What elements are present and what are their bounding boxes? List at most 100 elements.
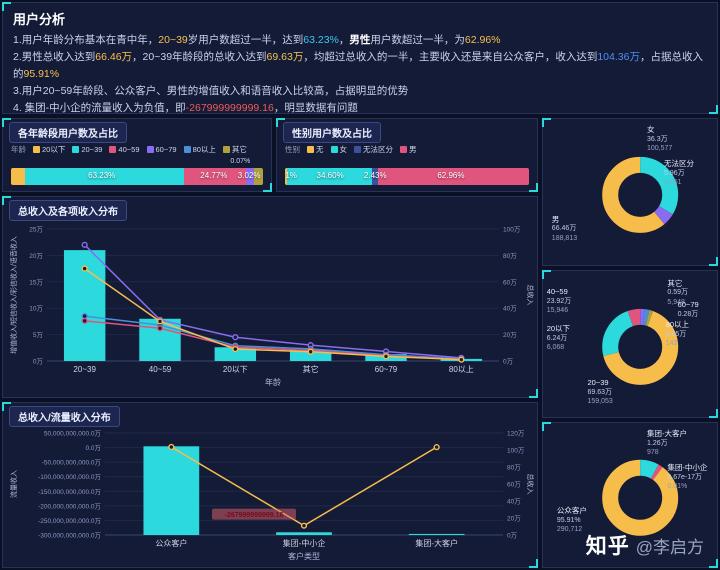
data-point[interactable] — [232, 334, 239, 341]
bar[interactable] — [214, 347, 257, 361]
svg-text:10万: 10万 — [29, 305, 43, 313]
line-series[interactable] — [170, 446, 438, 527]
data-point[interactable] — [156, 318, 164, 325]
donut-slice-集团-大客户[interactable] — [602, 459, 679, 536]
bar[interactable] — [408, 533, 465, 535]
legend-item-20~39[interactable]: 20~39 — [72, 145, 102, 154]
revenue-by-age-title: 总收入及各项收入分布 — [9, 200, 127, 221]
legend-item-60~79[interactable]: 60~79 — [146, 145, 177, 154]
svg-text:-150,000,000,000.0万: -150,000,000,000.0万 — [38, 488, 101, 496]
svg-text:100万: 100万 — [503, 226, 521, 234]
svg-text:120万: 120万 — [507, 430, 525, 438]
data-point[interactable] — [81, 265, 88, 272]
svg-text:-300,000,000,000.0万: -300,000,000,000.0万 — [38, 532, 101, 540]
bar-segment-女[interactable] — [287, 168, 372, 185]
analysis-line: 3.用户20~59年龄段、公众客户、男性的增值收入和语音收入比较高，占据明显的优… — [13, 85, 409, 97]
bar-segment-其它[interactable] — [254, 168, 263, 185]
line-series[interactable] — [84, 315, 462, 360]
stacked-bar[interactable] — [285, 168, 529, 185]
bar[interactable] — [289, 349, 332, 361]
bar-value-label: 63.23% — [88, 171, 116, 180]
data-point[interactable] — [232, 346, 239, 353]
bar-value-label: 34.60% — [316, 171, 344, 180]
data-point[interactable] — [458, 356, 465, 363]
donut-slice-40~59[interactable] — [602, 308, 679, 385]
analysis-line: 4. 集团-中小企的流量收入为负值，即-267999999999.16，明显数据… — [13, 102, 358, 114]
gender-legend: 性别无女无法区分男 — [285, 144, 529, 155]
legend-item-无[interactable]: 无 — [307, 144, 324, 155]
legend-item-80以上[interactable]: 80以上 — [183, 144, 216, 155]
customer-donut-panel: 集团-大客户 1.26万 978 集团-中小企 8.67e-17万 0.01% 公众客户 95… — [542, 422, 718, 568]
bar-value-label: 3.02% — [237, 171, 261, 180]
gender-stacked-bar[interactable]: 1% 34.60% 2.43% 62.96% — [285, 159, 529, 189]
svg-text:0万: 0万 — [507, 532, 518, 540]
svg-text:60万: 60万 — [503, 278, 517, 286]
donut-label-无法区分: 无法区分 5.96万 4,051 — [664, 159, 694, 187]
gender-donut-chart[interactable]: 女 36.3万 100,577 无法区分 5.96万 4,051 男 66.46万 188,81… — [545, 121, 715, 263]
donut-slice-女[interactable] — [602, 156, 679, 233]
bar-segment-无[interactable] — [285, 168, 288, 185]
watermark-author: @李启方 — [635, 538, 704, 557]
data-point[interactable] — [382, 353, 390, 360]
donut-slice-公众客户[interactable] — [602, 459, 679, 536]
svg-text:-250,000,000,000.0万: -250,000,000,000.0万 — [38, 517, 101, 525]
bar[interactable] — [143, 446, 200, 535]
bar-segment-20以下[interactable] — [11, 168, 25, 185]
bar-value-label: 0.07% — [230, 158, 251, 165]
revenue-by-age-chart[interactable]: 25万 20万 15万 10万 5万 0万 100万 80万 60万 40万 20万 0万 20~39 4… — [5, 219, 535, 395]
age-stacked-bar[interactable]: 63.23% 24.77% 3.02% 0.07% — [11, 158, 263, 189]
svg-text:客户类型: 客户类型 — [288, 551, 320, 561]
svg-text:-50,000,000,000.0万: -50,000,000,000.0万 — [42, 459, 102, 467]
customer-donut-chart[interactable]: 集团-大客户 1.26万 978 集团-中小企 8.67e-17万 0.01% 公众客户 95… — [545, 425, 715, 565]
svg-text:80以上: 80以上 — [449, 365, 474, 374]
svg-text:60万: 60万 — [507, 481, 521, 489]
svg-text:40万: 40万 — [503, 305, 517, 313]
donut-slice-其它[interactable] — [602, 308, 679, 385]
donut-label-80以上: 80以上 0.05万 143 — [665, 319, 690, 347]
data-point[interactable] — [300, 522, 308, 529]
legend-item-男[interactable]: 男 — [400, 144, 417, 155]
donut-label-集团-大客户: 集团-大客户 1.26万 978 — [647, 429, 687, 457]
legend-item-其它[interactable]: 其它 — [222, 144, 247, 155]
legend-swatch — [354, 146, 361, 153]
data-point[interactable] — [168, 443, 175, 451]
legend-item-女[interactable]: 女 — [330, 144, 347, 155]
bar-segment-无法区分[interactable] — [371, 168, 378, 185]
svg-text:20以下: 20以下 — [223, 365, 248, 374]
svg-text:总收入: 总收入 — [526, 285, 535, 306]
legend-title: 性别 — [285, 145, 300, 154]
legend-title: 年龄 — [11, 145, 26, 154]
legend-item-40~59[interactable]: 40~59 — [109, 145, 140, 154]
data-point[interactable] — [307, 348, 314, 355]
svg-text:20万: 20万 — [503, 331, 517, 339]
data-point[interactable] — [81, 241, 88, 248]
svg-text:流量收入: 流量收入 — [9, 470, 18, 498]
bar-segment-60~79[interactable] — [246, 168, 254, 185]
data-point[interactable] — [433, 444, 440, 451]
data-point[interactable] — [81, 317, 88, 324]
bar[interactable] — [276, 532, 332, 535]
donut-label-40~59: 40~59 23.92万 15,946 — [546, 287, 572, 315]
line-series[interactable] — [84, 244, 462, 359]
data-point[interactable] — [156, 325, 164, 332]
bar-segment-20~39[interactable] — [24, 168, 184, 185]
revenue-by-customer-title: 总收入/流量收入分布 — [9, 406, 120, 427]
svg-text:100万: 100万 — [507, 447, 525, 455]
svg-text:20~39: 20~39 — [73, 365, 96, 374]
legend-item-无法区分[interactable]: 无法区分 — [354, 144, 393, 155]
bar-segment-男[interactable] — [377, 168, 529, 185]
donut-label-20以下: 20以下 6.24万 6,068 — [546, 324, 571, 351]
line-series[interactable] — [84, 267, 462, 361]
bar-value-label: 24.77% — [200, 171, 228, 180]
revenue-by-customer-chart[interactable]: 50,000,000,000.0万 0.0万 -50,000,000,000.0万 -… — [5, 425, 535, 565]
age-donut-chart[interactable]: 其它 0.59万 5,948 60~79 0.28万 80以上 0.05万 143 20~39 6… — [545, 273, 715, 415]
svg-text:公众客户: 公众客户 — [155, 538, 187, 548]
svg-text:其它: 其它 — [303, 364, 319, 374]
bar-segment-40~59[interactable] — [183, 168, 247, 185]
stacked-bar[interactable] — [11, 168, 263, 185]
legend-item-20以下[interactable]: 20以下 — [33, 144, 65, 155]
donut-slice-20~39[interactable] — [602, 308, 679, 385]
svg-text:0.0万: 0.0万 — [85, 444, 101, 452]
age-legend: 年龄 20以下 20~39 40~59 60~79 80以上 其它 — [11, 144, 263, 155]
legend-swatch — [400, 146, 407, 153]
